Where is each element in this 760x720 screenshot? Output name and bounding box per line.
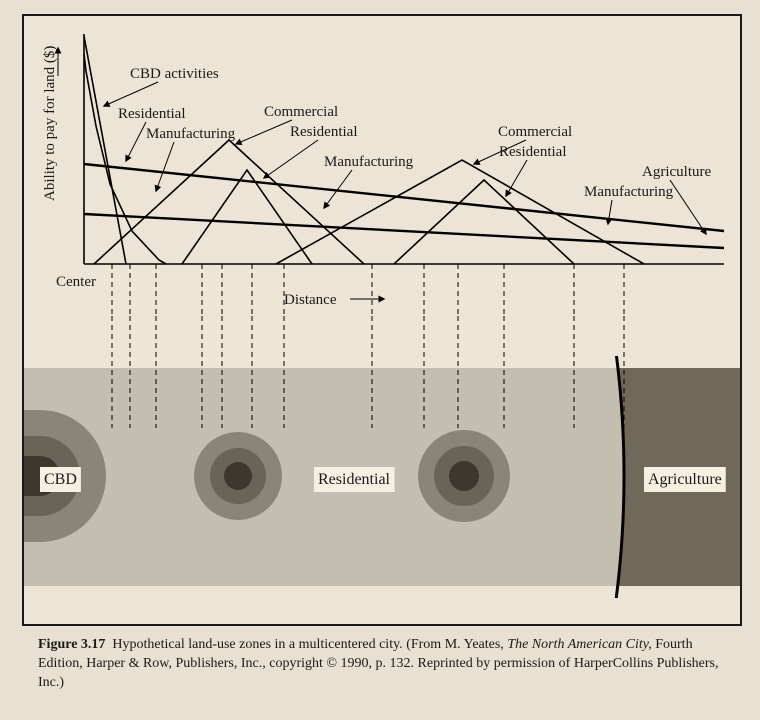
svg-text:Agriculture: Agriculture [642,164,711,180]
zone-map: CBD Residential Agriculture [24,316,740,624]
svg-text:Manufacturing: Manufacturing [146,126,236,142]
svg-text:Center: Center [56,274,96,290]
svg-text:Commercial: Commercial [264,104,338,120]
caption-title: Hypothetical land-use zones in a multice… [112,637,402,652]
svg-text:Commercial: Commercial [498,124,572,140]
page: CBD activities Residential Manufacturing Co… [0,0,760,720]
svg-text:Distance: Distance [284,292,337,308]
chart-svg: CBD activities Residential Manufacturing Co… [24,16,740,316]
map-svg: CBD Residential Agriculture [24,316,740,624]
figure-number: Figure 3.17 [38,637,105,652]
svg-text:Agriculture: Agriculture [648,471,722,488]
svg-text:Residential: Residential [318,471,391,488]
svg-text:Residential: Residential [499,144,567,160]
bid-rent-chart: CBD activities Residential Manufacturing Co… [24,16,740,316]
svg-text:CBD: CBD [44,471,77,488]
svg-text:Residential: Residential [290,124,358,140]
figure-frame: CBD activities Residential Manufacturing Co… [22,14,742,626]
svg-text:Ability to pay for land ($): Ability to pay for land ($) [42,46,58,201]
figure-caption: Figure 3.17 Hypothetical land-use zones … [38,636,728,693]
svg-text:CBD activities: CBD activities [130,66,219,82]
svg-text:Residential: Residential [118,106,186,122]
svg-text:Manufacturing: Manufacturing [584,184,674,200]
svg-text:Manufacturing: Manufacturing [324,154,414,170]
